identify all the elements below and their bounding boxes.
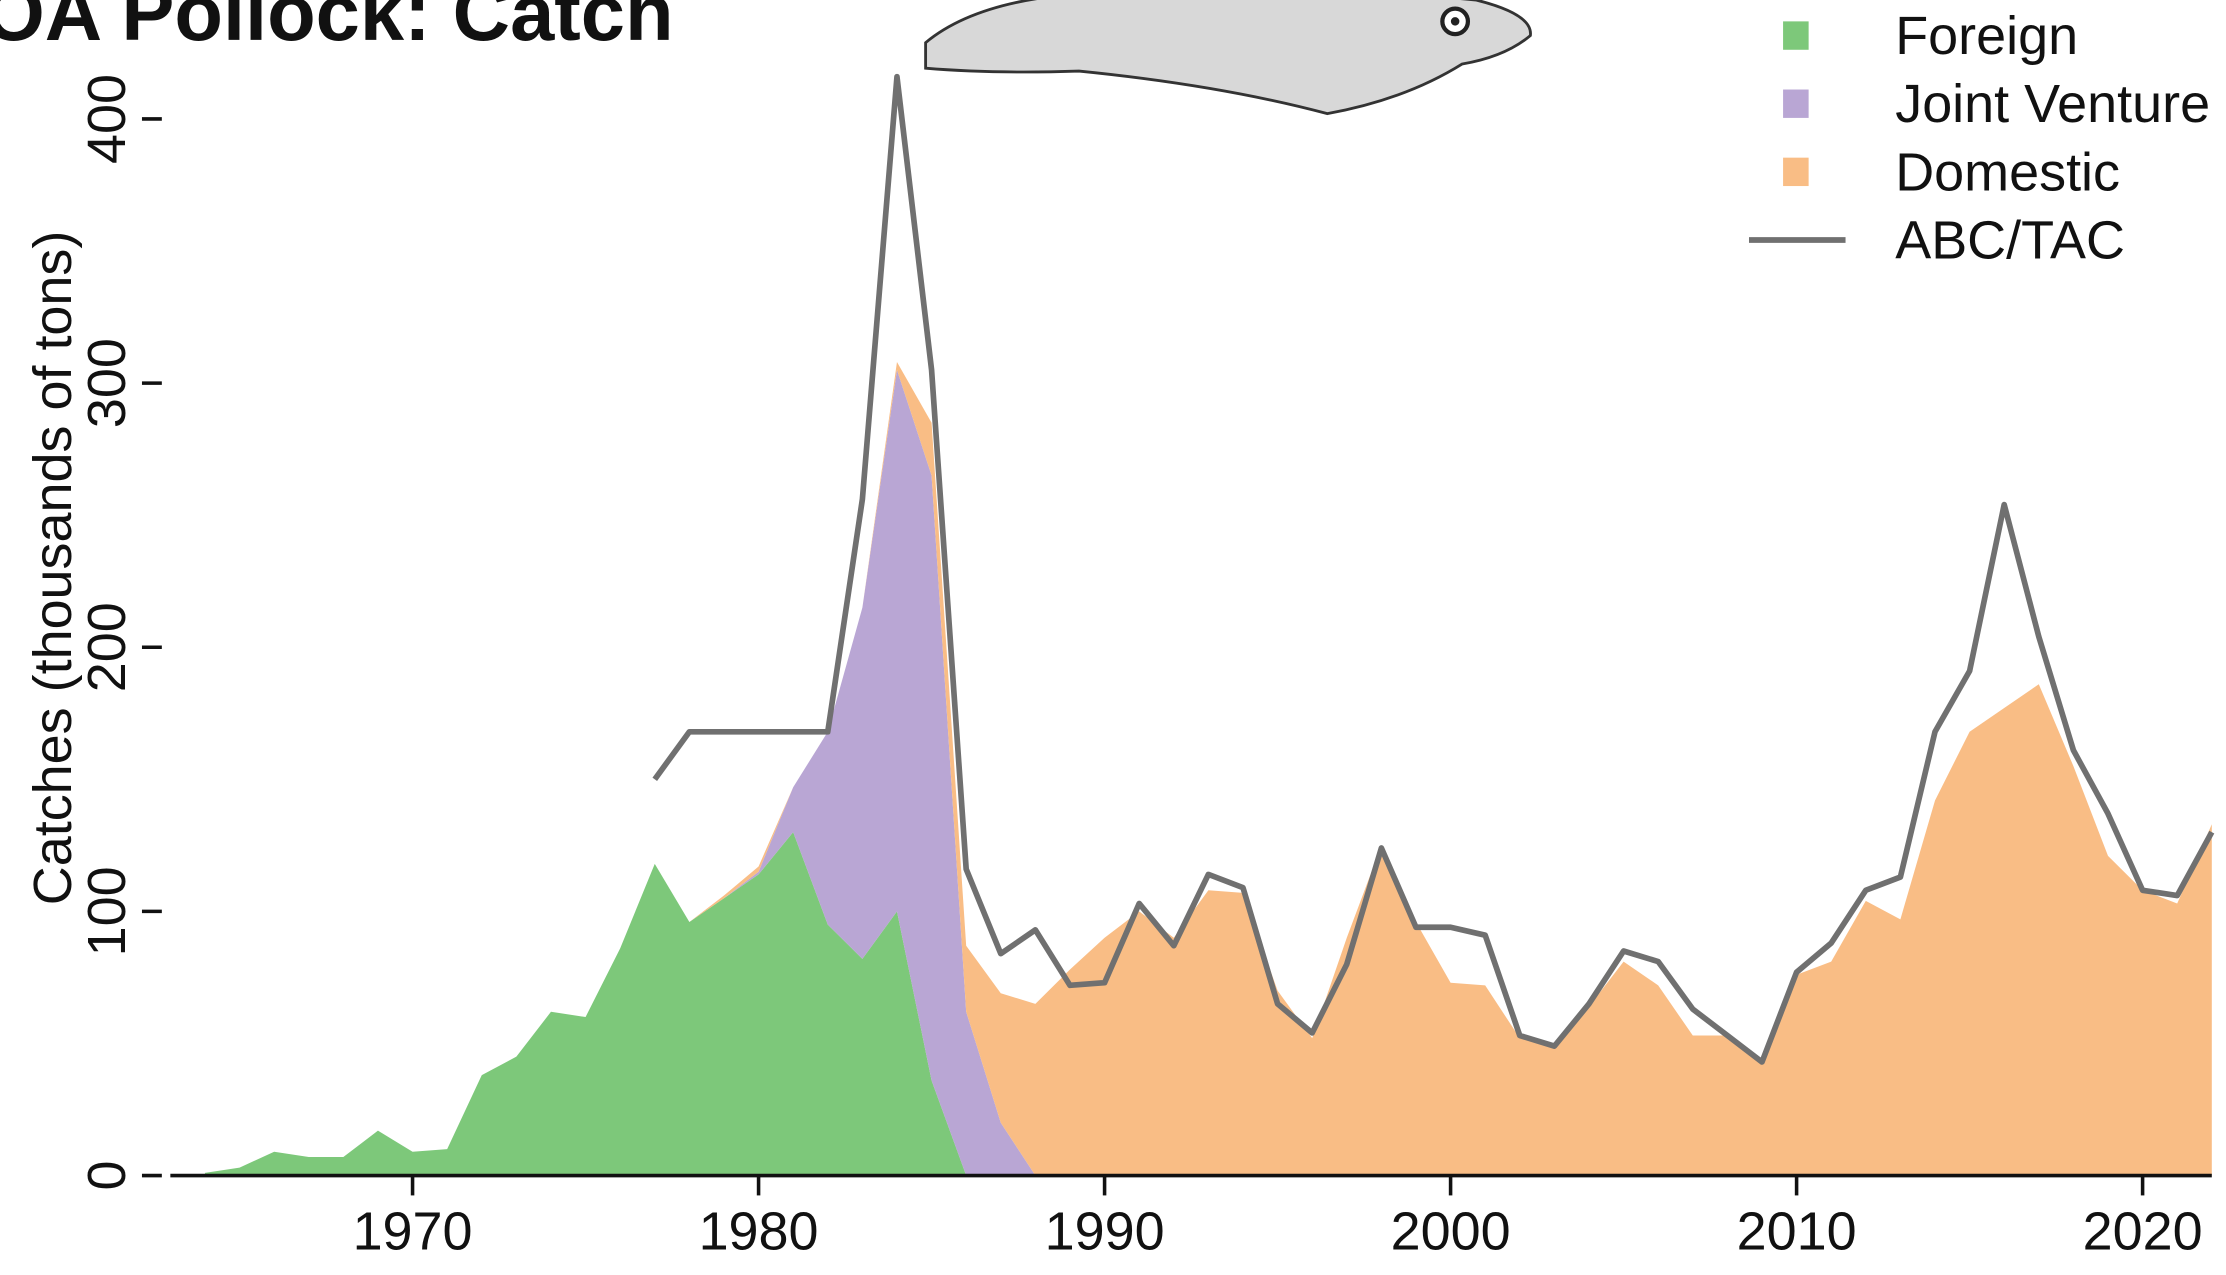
legend-label: Foreign xyxy=(1895,6,2078,66)
x-tick-label: 1980 xyxy=(699,1201,819,1261)
area-0 xyxy=(204,832,2212,1176)
x-tick-label: 2020 xyxy=(2083,1201,2203,1261)
line-series xyxy=(652,73,2215,1065)
x-tick-label: 2000 xyxy=(1391,1201,1511,1261)
y-tick-label: 400 xyxy=(77,74,137,164)
y-tick-label: 100 xyxy=(77,866,137,956)
y-tick-label: 300 xyxy=(77,338,137,428)
legend-swatch xyxy=(1783,157,1809,187)
legend-label: Domestic xyxy=(1895,142,2120,202)
area-2 xyxy=(204,361,2212,1176)
legend-label: Joint Venture xyxy=(1895,74,2210,134)
x-tick-label: 1990 xyxy=(1045,1201,1165,1261)
legend: Foreign Joint Venture Domestic ABC/TAC xyxy=(1749,6,2210,270)
legend-swatch xyxy=(1783,21,1809,50)
legend-label: ABC/TAC xyxy=(1895,210,2125,270)
fish-illustration xyxy=(924,0,1532,116)
plot-area xyxy=(204,73,2215,1176)
chart-title: OA Pollock: Catch xyxy=(0,0,674,57)
y-tick-label: 200 xyxy=(77,602,137,692)
y-axis-label: Catches (thousands of tons) xyxy=(23,231,83,906)
x-tick-label: 1970 xyxy=(353,1201,473,1261)
x-tick-label: 2010 xyxy=(1737,1201,1857,1261)
y-tick-label: 0 xyxy=(77,1161,137,1191)
legend-swatch xyxy=(1783,89,1809,118)
